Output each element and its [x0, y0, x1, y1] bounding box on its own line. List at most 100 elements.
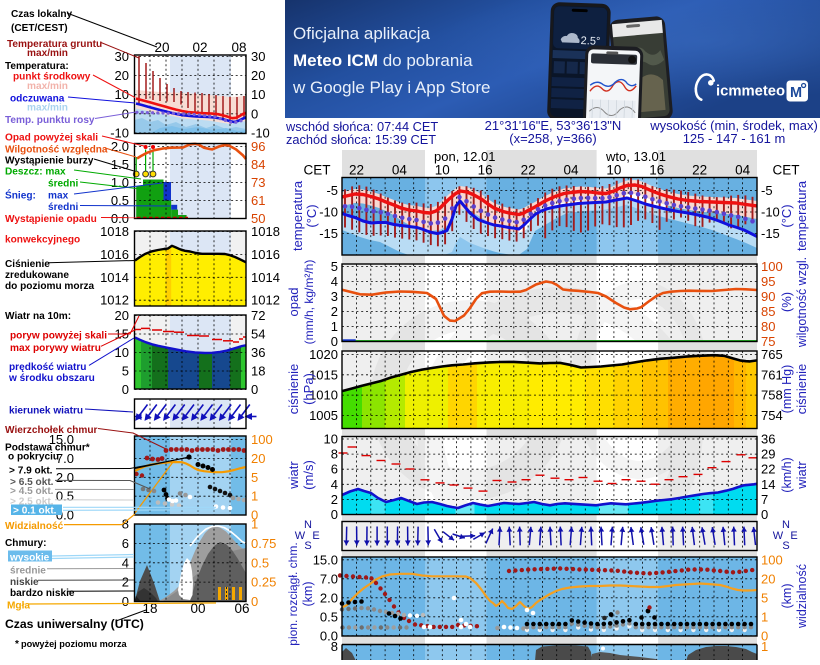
svg-text:20: 20 — [115, 308, 129, 323]
svg-text:1005: 1005 — [309, 408, 338, 423]
svg-text:2.0: 2.0 — [56, 470, 74, 485]
svg-text:konwekcyjnego: konwekcyjnego — [5, 235, 80, 246]
svg-text:-5: -5 — [326, 183, 338, 198]
svg-text:(hPa): (hPa) — [301, 373, 316, 405]
svg-text:8: 8 — [331, 447, 338, 462]
svg-text:E: E — [790, 530, 797, 542]
svg-text:max: max — [48, 191, 69, 202]
svg-text:72: 72 — [251, 308, 265, 323]
svg-text:1016: 1016 — [100, 247, 129, 262]
svg-text:36: 36 — [251, 345, 265, 360]
svg-text:Deszcz: max: Deszcz: max — [5, 167, 66, 178]
svg-text:CET: CET — [773, 163, 800, 178]
svg-text:> 0.1 okt.: > 0.1 okt. — [13, 506, 57, 517]
svg-text:100: 100 — [761, 259, 783, 274]
svg-text:(m/s): (m/s) — [301, 460, 316, 490]
svg-text:> 7.9 okt.: > 7.9 okt. — [9, 465, 53, 476]
svg-text:0.5: 0.5 — [320, 609, 338, 624]
svg-text:0.5: 0.5 — [251, 555, 269, 570]
svg-text:max porywy wiatru: max porywy wiatru — [10, 343, 101, 354]
svg-text:-10: -10 — [761, 205, 780, 220]
svg-text:N: N — [304, 519, 312, 531]
svg-text:20: 20 — [115, 68, 129, 83]
svg-text:(km): (km) — [780, 584, 794, 609]
svg-text:widzialność: widzialność — [795, 564, 809, 629]
svg-text:84: 84 — [251, 157, 265, 172]
svg-text:Ciśnienie: Ciśnienie — [5, 259, 50, 270]
svg-text:0: 0 — [331, 507, 338, 522]
svg-text:2: 2 — [122, 575, 129, 590]
svg-text:max/min: max/min — [27, 103, 68, 114]
svg-text:22: 22 — [521, 163, 536, 178]
svg-text:04: 04 — [735, 163, 751, 178]
svg-text:4: 4 — [331, 274, 338, 289]
svg-text:powyżej poziomu morza: powyżej poziomu morza — [21, 639, 128, 649]
svg-text:icmmeteo: icmmeteo — [716, 84, 785, 100]
svg-text:100: 100 — [251, 432, 273, 447]
svg-text:7.0: 7.0 — [320, 571, 338, 586]
svg-text:1014: 1014 — [100, 270, 129, 285]
svg-text:1: 1 — [251, 489, 258, 504]
svg-text:wilgotność wzgl.: wilgotność wzgl. — [795, 257, 809, 348]
svg-text:10: 10 — [606, 163, 621, 178]
svg-text:-15: -15 — [319, 226, 338, 241]
svg-text:M: M — [790, 85, 802, 101]
svg-text:1: 1 — [331, 319, 338, 334]
svg-text:Meteo ICM do pobrania: Meteo ICM do pobrania — [293, 51, 473, 70]
svg-text:3: 3 — [331, 289, 338, 304]
svg-text:765: 765 — [761, 347, 783, 362]
svg-text:max/min: max/min — [27, 48, 68, 59]
svg-text:22: 22 — [761, 462, 775, 477]
svg-text:Mgła: Mgła — [7, 601, 30, 612]
svg-text:125 - 147 - 161 m: 125 - 147 - 161 m — [683, 131, 786, 146]
svg-text:0: 0 — [761, 507, 768, 522]
svg-text:1: 1 — [761, 609, 768, 624]
svg-text:20: 20 — [251, 68, 265, 83]
svg-text:Wilgotność względna: Wilgotność względna — [5, 145, 108, 156]
svg-text:2: 2 — [331, 304, 338, 319]
svg-text:04: 04 — [392, 163, 408, 178]
svg-text:90: 90 — [761, 289, 775, 304]
svg-text:54: 54 — [251, 327, 265, 342]
svg-text:10: 10 — [115, 345, 129, 360]
svg-text:Czas lokalny: Czas lokalny — [11, 9, 73, 20]
svg-text:(%): (%) — [779, 292, 794, 312]
svg-text:N: N — [782, 519, 790, 531]
svg-text:4: 4 — [331, 477, 338, 492]
svg-text:6: 6 — [331, 462, 338, 477]
svg-text:20: 20 — [154, 40, 169, 55]
svg-text:wysokie: wysokie — [9, 553, 50, 564]
svg-text:5: 5 — [122, 364, 129, 379]
svg-text:10: 10 — [324, 432, 338, 447]
svg-text:wiatr: wiatr — [286, 461, 301, 490]
svg-text:niskie: niskie — [10, 577, 39, 588]
svg-text:95: 95 — [761, 274, 775, 289]
svg-text:0: 0 — [251, 594, 258, 609]
svg-text:36: 36 — [761, 432, 775, 447]
svg-text:bardzo niskie: bardzo niskie — [10, 588, 75, 599]
svg-text:2.0: 2.0 — [111, 139, 129, 154]
svg-text:kierunek wiatru: kierunek wiatru — [9, 406, 83, 417]
svg-text:1020: 1020 — [309, 347, 338, 362]
svg-text:E: E — [312, 530, 319, 542]
svg-text:5: 5 — [251, 470, 258, 485]
svg-text:5: 5 — [331, 259, 338, 274]
svg-text:do poziomu morza: do poziomu morza — [5, 281, 95, 292]
svg-text:73: 73 — [251, 175, 265, 190]
svg-text:-15: -15 — [761, 226, 780, 241]
svg-text:6: 6 — [122, 536, 129, 551]
svg-text:Wiatr na 10m:: Wiatr na 10m: — [5, 311, 71, 322]
svg-text:o pokryciu: o pokryciu — [8, 452, 59, 463]
svg-text:(mm Hg): (mm Hg) — [780, 365, 794, 414]
svg-text:0: 0 — [122, 594, 129, 609]
svg-text:> 4.5 okt.: > 4.5 okt. — [10, 486, 54, 497]
svg-text:0.25: 0.25 — [251, 575, 276, 590]
svg-text:Czas uniwersalny (UTC): Czas uniwersalny (UTC) — [5, 617, 144, 631]
svg-text:Oficjalna aplikacja: Oficjalna aplikacja — [293, 24, 431, 43]
svg-text:-10: -10 — [319, 205, 338, 220]
svg-text:*: * — [15, 639, 19, 650]
svg-text:80: 80 — [761, 319, 775, 334]
svg-text:w Google Play i App Store: w Google Play i App Store — [292, 78, 491, 97]
svg-text:wiatr: wiatr — [794, 461, 809, 490]
svg-text:prędkość wiatru: prędkość wiatru — [9, 362, 86, 373]
